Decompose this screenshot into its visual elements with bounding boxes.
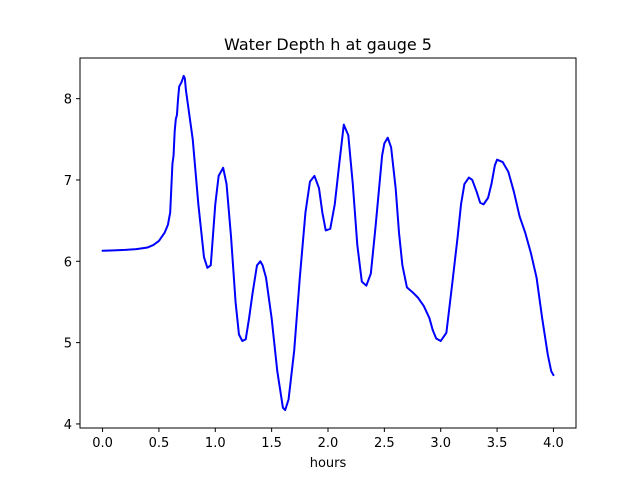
x-tick-label: 0.0 [92, 436, 113, 451]
y-tick-label: 8 [64, 93, 72, 108]
y-tick-label: 7 [64, 174, 72, 189]
y-tick-label: 5 [64, 337, 72, 352]
x-axis-label: hours [310, 456, 347, 471]
x-tick-label: 1.0 [205, 436, 226, 451]
x-tick-label: 3.5 [487, 436, 508, 451]
plot-area: 0.0 0.5 1.0 1.5 2.0 2.5 3.0 3.5 4.0 4 5 6 7 8 [64, 57, 577, 451]
series-line-0 [101, 74, 555, 412]
x-tick-label: 2.5 [374, 436, 395, 451]
x-tick-label: 3.0 [430, 436, 451, 451]
chart-title: Water Depth h at gauge 5 [224, 35, 432, 54]
x-tick-label: 0.5 [149, 436, 170, 451]
y-tick-label: 4 [64, 418, 72, 433]
x-tick-label: 1.5 [261, 436, 282, 451]
x-tick-label: 4.0 [543, 436, 564, 451]
y-tick-label: 6 [64, 255, 72, 270]
x-tick-label: 2.0 [318, 436, 339, 451]
